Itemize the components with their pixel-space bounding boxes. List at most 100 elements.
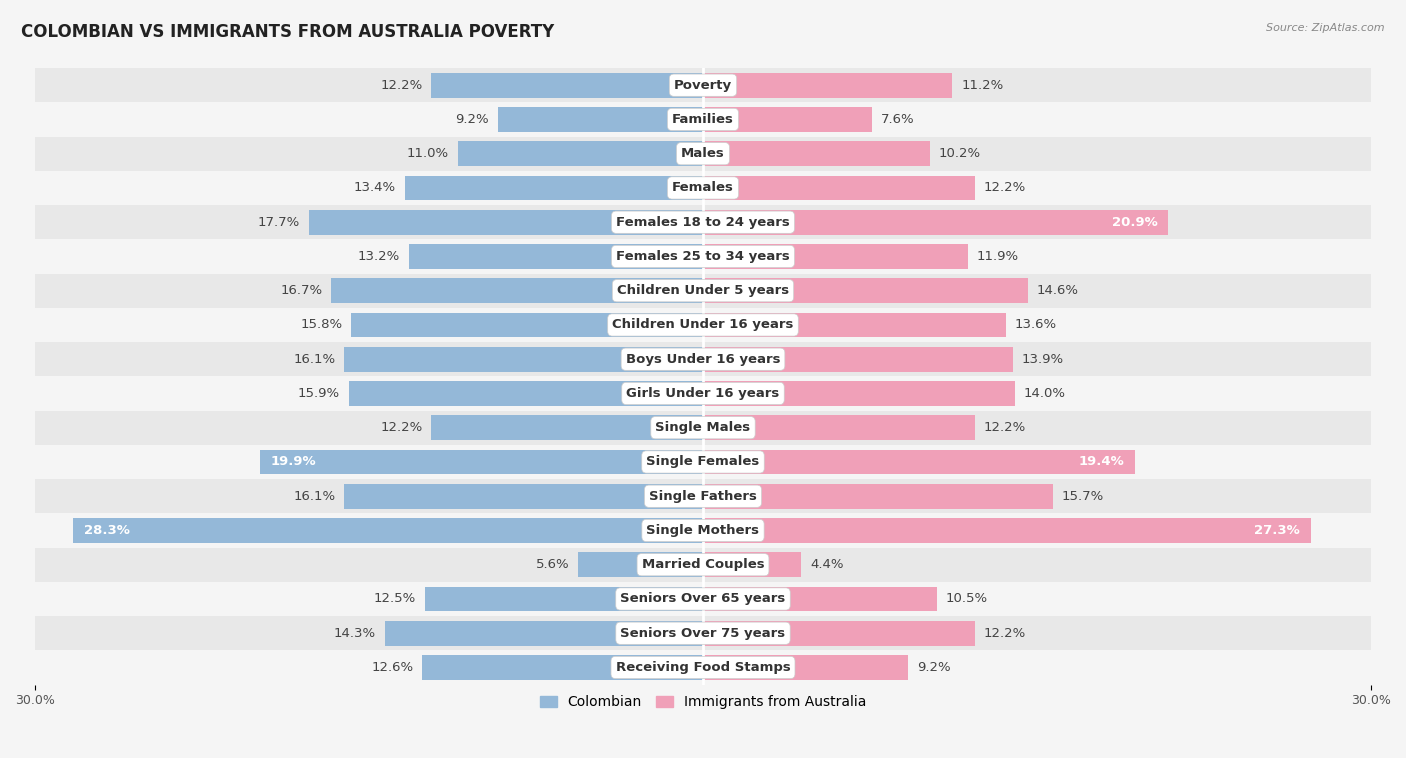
Bar [703, 210, 1168, 234]
Text: 11.9%: 11.9% [977, 250, 1019, 263]
Bar [35, 650, 1371, 684]
Text: Males: Males [681, 147, 725, 160]
Bar [703, 278, 1028, 303]
Bar [703, 73, 952, 98]
Bar [35, 547, 1371, 582]
Text: Single Mothers: Single Mothers [647, 524, 759, 537]
Text: 17.7%: 17.7% [257, 216, 299, 229]
Bar [35, 136, 1371, 171]
Bar [35, 479, 1371, 513]
Bar [35, 411, 1371, 445]
Bar [578, 553, 703, 577]
Bar [35, 68, 1371, 102]
Bar [703, 553, 801, 577]
Text: 27.3%: 27.3% [1254, 524, 1299, 537]
Bar [425, 587, 703, 611]
Bar [703, 621, 974, 646]
Text: 7.6%: 7.6% [882, 113, 915, 126]
Text: 13.6%: 13.6% [1015, 318, 1057, 331]
Text: Married Couples: Married Couples [641, 558, 765, 572]
Text: 14.3%: 14.3% [333, 627, 375, 640]
Text: 12.2%: 12.2% [380, 79, 422, 92]
Text: COLOMBIAN VS IMMIGRANTS FROM AUSTRALIA POVERTY: COLOMBIAN VS IMMIGRANTS FROM AUSTRALIA P… [21, 23, 554, 41]
Bar [35, 513, 1371, 547]
Bar [73, 518, 703, 543]
Bar [35, 102, 1371, 136]
Bar [344, 347, 703, 371]
Bar [458, 141, 703, 166]
Text: 13.2%: 13.2% [359, 250, 401, 263]
Bar [703, 347, 1012, 371]
Text: 16.7%: 16.7% [280, 284, 322, 297]
Text: 13.4%: 13.4% [353, 181, 395, 195]
Bar [703, 244, 967, 269]
Text: 15.8%: 15.8% [299, 318, 342, 331]
Text: 13.9%: 13.9% [1021, 352, 1063, 365]
Bar [432, 415, 703, 440]
Bar [35, 205, 1371, 240]
Bar [260, 449, 703, 475]
Text: Children Under 16 years: Children Under 16 years [612, 318, 794, 331]
Bar [405, 176, 703, 200]
Bar [703, 449, 1135, 475]
Bar [703, 176, 974, 200]
Bar [35, 308, 1371, 342]
Text: 11.2%: 11.2% [962, 79, 1004, 92]
Bar [35, 171, 1371, 205]
Bar [703, 381, 1015, 406]
Bar [703, 587, 936, 611]
Bar [35, 616, 1371, 650]
Text: Girls Under 16 years: Girls Under 16 years [627, 387, 779, 400]
Text: Seniors Over 65 years: Seniors Over 65 years [620, 593, 786, 606]
Bar [385, 621, 703, 646]
Text: 14.6%: 14.6% [1038, 284, 1078, 297]
Text: Poverty: Poverty [673, 79, 733, 92]
Bar [35, 582, 1371, 616]
Bar [703, 141, 931, 166]
Text: 12.2%: 12.2% [984, 627, 1026, 640]
Text: Single Males: Single Males [655, 421, 751, 434]
Text: 12.2%: 12.2% [380, 421, 422, 434]
Text: Source: ZipAtlas.com: Source: ZipAtlas.com [1267, 23, 1385, 33]
Text: Single Fathers: Single Fathers [650, 490, 756, 503]
Text: Receiving Food Stamps: Receiving Food Stamps [616, 661, 790, 674]
Text: 12.6%: 12.6% [371, 661, 413, 674]
Text: 9.2%: 9.2% [917, 661, 950, 674]
Text: 16.1%: 16.1% [294, 352, 336, 365]
Text: 28.3%: 28.3% [84, 524, 129, 537]
Bar [35, 274, 1371, 308]
Bar [432, 73, 703, 98]
Text: 9.2%: 9.2% [456, 113, 489, 126]
Bar [703, 484, 1053, 509]
Text: Females 25 to 34 years: Females 25 to 34 years [616, 250, 790, 263]
Text: 15.9%: 15.9% [298, 387, 340, 400]
Bar [35, 445, 1371, 479]
Bar [703, 312, 1005, 337]
Bar [35, 240, 1371, 274]
Text: 14.0%: 14.0% [1024, 387, 1066, 400]
Bar [422, 655, 703, 680]
Bar [344, 484, 703, 509]
Text: 15.7%: 15.7% [1062, 490, 1104, 503]
Bar [703, 107, 872, 132]
Legend: Colombian, Immigrants from Australia: Colombian, Immigrants from Australia [534, 690, 872, 715]
Text: Single Females: Single Females [647, 456, 759, 468]
Bar [352, 312, 703, 337]
Text: 19.9%: 19.9% [271, 456, 316, 468]
Text: Females: Females [672, 181, 734, 195]
Text: 12.2%: 12.2% [984, 181, 1026, 195]
Text: 10.5%: 10.5% [946, 593, 988, 606]
Bar [703, 518, 1310, 543]
Text: Females 18 to 24 years: Females 18 to 24 years [616, 216, 790, 229]
Bar [309, 210, 703, 234]
Text: Families: Families [672, 113, 734, 126]
Text: Children Under 5 years: Children Under 5 years [617, 284, 789, 297]
Bar [35, 376, 1371, 411]
Bar [703, 415, 974, 440]
Text: Boys Under 16 years: Boys Under 16 years [626, 352, 780, 365]
Text: 16.1%: 16.1% [294, 490, 336, 503]
Text: Seniors Over 75 years: Seniors Over 75 years [620, 627, 786, 640]
Text: 20.9%: 20.9% [1112, 216, 1157, 229]
Bar [349, 381, 703, 406]
Text: 11.0%: 11.0% [406, 147, 449, 160]
